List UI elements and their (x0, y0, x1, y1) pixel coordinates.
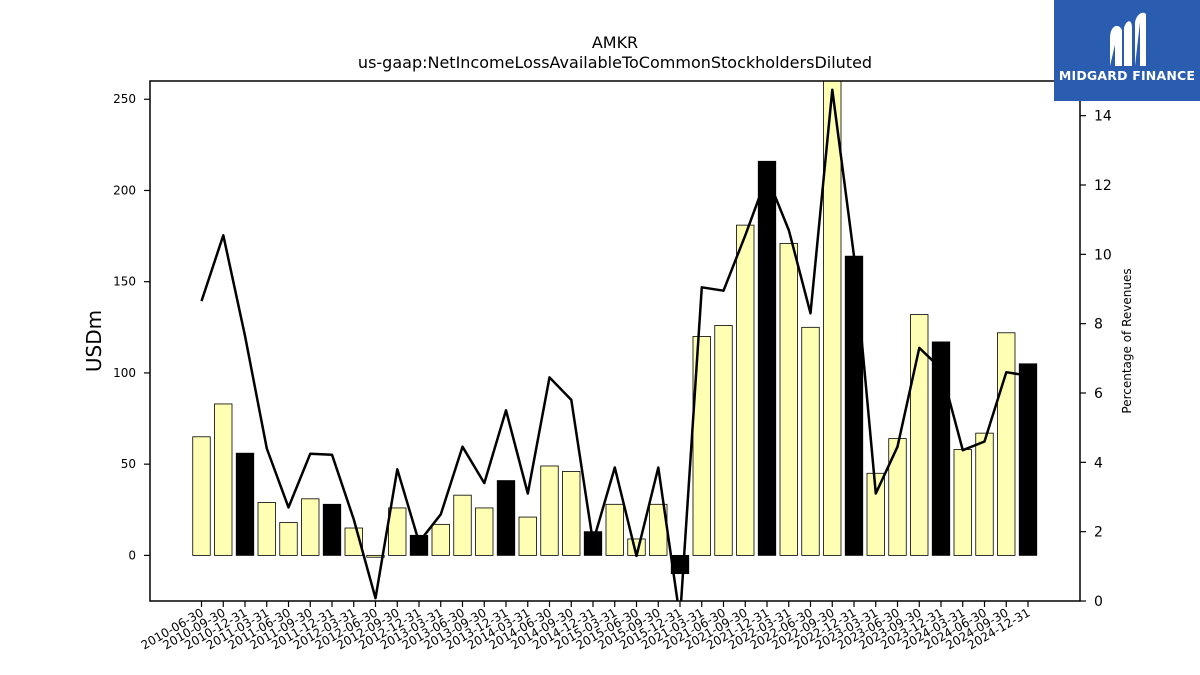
bar (931, 341, 951, 556)
bar (301, 498, 320, 556)
y-tick-label: 250 (113, 92, 136, 106)
bar (801, 326, 820, 556)
x-axis: 2010-06-302010-09-302010-12-312011-03-31… (139, 601, 1033, 652)
y-right-tick-label: 6 (1094, 386, 1103, 402)
bar (605, 503, 624, 556)
y-tick-label: 50 (121, 457, 136, 471)
y-right-tick-label: 2 (1094, 525, 1103, 541)
midgard-m-logo-icon (1110, 12, 1146, 66)
y-right-tick-label: 0 (1094, 594, 1103, 610)
bar (409, 534, 429, 556)
bar (366, 554, 385, 558)
bar (540, 465, 559, 556)
bar (736, 224, 755, 556)
bar (235, 452, 255, 556)
y-axis-right: 0 2 4 6 8 10 12 14 (1080, 109, 1112, 610)
y-tick-label: 150 (113, 275, 136, 289)
bar (823, 81, 842, 556)
y-axis-left: 0 50 100 150 200 250 (113, 92, 150, 562)
bar (844, 255, 864, 556)
bar (562, 471, 581, 556)
y-axis-right-label: Percentage of Revenues (1120, 268, 1134, 413)
bar (975, 432, 994, 556)
bar (518, 516, 537, 556)
bar (866, 472, 885, 556)
bar (388, 507, 407, 556)
bar (692, 336, 711, 556)
y-axis-label: USDm (82, 310, 106, 372)
bar (496, 480, 516, 556)
line-series (200, 88, 1029, 601)
midgard-finance-logo: MIDGARD FINANCE (1054, 0, 1200, 101)
bar (322, 503, 342, 556)
bar (583, 531, 603, 556)
bar (910, 314, 929, 556)
y-right-tick-label: 14 (1094, 109, 1112, 125)
bar (714, 325, 733, 556)
bar (475, 507, 494, 556)
bar (779, 242, 798, 556)
logo-text: MIDGARD FINANCE (1058, 68, 1196, 83)
bar (757, 160, 777, 556)
line-percentage-of-revenues (200, 88, 1029, 601)
bar (279, 522, 298, 556)
bar (431, 523, 450, 556)
y-tick-label: 200 (113, 183, 136, 197)
y-right-tick-label: 4 (1094, 455, 1103, 471)
bar (997, 332, 1016, 556)
bar (192, 436, 211, 556)
y-tick-label: 0 (128, 548, 136, 562)
y-right-tick-label: 10 (1094, 247, 1112, 263)
bar (888, 438, 907, 556)
chart-title: AMKR (592, 33, 638, 52)
bar (953, 449, 972, 556)
bar (1018, 363, 1038, 556)
chart-subtitle: us-gaap:NetIncomeLossAvailableToCommonSt… (358, 53, 872, 72)
bar (214, 403, 233, 556)
y-right-tick-label: 12 (1094, 178, 1112, 194)
y-right-tick-label: 8 (1094, 317, 1103, 333)
bar-series (192, 81, 1038, 575)
y-tick-label: 100 (113, 366, 136, 380)
bar (453, 494, 472, 556)
bar (257, 502, 276, 556)
